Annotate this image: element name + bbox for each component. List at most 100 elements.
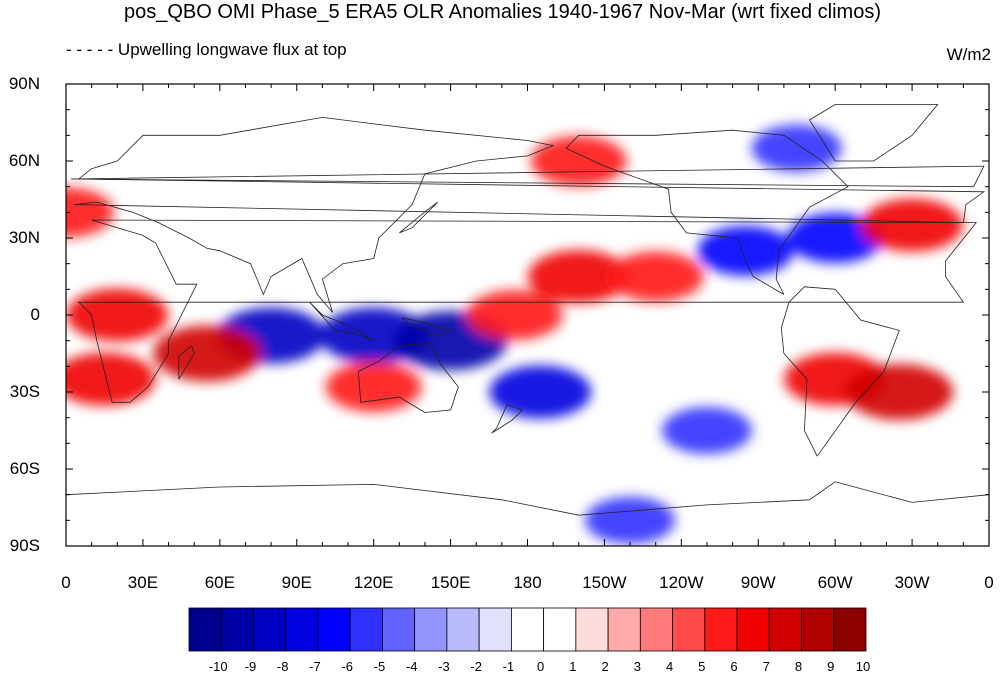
- anomaly-cell-3: [527, 250, 630, 303]
- lat-tick-label: 0: [30, 305, 40, 324]
- coastline-5: [808, 104, 939, 162]
- colorbar-tick-label: 2: [601, 659, 609, 674]
- colorbar-swatch: [253, 607, 287, 652]
- coastline-1: [73, 116, 986, 313]
- lon-tick-label: 120E: [353, 573, 394, 592]
- anomaly-field: [66, 124, 964, 544]
- colorbar-tick-label: -10: [208, 659, 228, 674]
- colorbar: [188, 607, 867, 652]
- colorbar-swatch: [607, 607, 641, 652]
- colorbar-swatch: [188, 607, 222, 652]
- lon-tick-label: 180: [513, 573, 542, 592]
- colorbar-tick-label: 3: [633, 659, 641, 674]
- colorbar-tick-label: -7: [309, 659, 321, 674]
- anomaly-cell-8: [787, 213, 884, 263]
- lat-tick-label: 30N: [8, 228, 40, 247]
- coastline-9: [491, 404, 524, 434]
- colorbar-swatch: [414, 607, 448, 652]
- lat-tick-label: 30S: [9, 382, 40, 401]
- lon-tick-label: 0: [984, 573, 994, 592]
- colorbar-tick-label: 6: [730, 659, 738, 674]
- colorbar-tick-label: 10: [855, 659, 871, 674]
- colorbar-tick-label: -8: [276, 659, 289, 674]
- colorbar-tick-label: 4: [665, 659, 674, 674]
- colorbar-tick-label: 0: [536, 659, 545, 674]
- colorbar-tick-label: 8: [794, 659, 803, 674]
- coastline-4: [565, 129, 849, 295]
- colorbar-tick-label: -6: [341, 659, 353, 674]
- coastline-7: [309, 301, 374, 342]
- anomaly-cell-14: [466, 290, 563, 340]
- colorbar-tick-label: -9: [244, 659, 257, 674]
- anomaly-cell-11: [66, 288, 169, 342]
- coastline-2: [357, 342, 459, 413]
- anomaly-cell-17: [530, 136, 627, 186]
- colorbar-swatch: [672, 607, 706, 652]
- colorbar-swatch: [510, 607, 545, 652]
- figure-title: pos_QBO OMI Phase_5 ERA5 OLR Anomalies 1…: [124, 1, 881, 23]
- lon-tick-label: 60W: [817, 573, 853, 592]
- colorbar-tick-label: -5: [373, 659, 386, 674]
- colorbar-swatch: [382, 607, 416, 652]
- anomaly-cell-10: [153, 325, 262, 382]
- coastline-10: [178, 345, 195, 380]
- lon-tick-label: 30E: [127, 573, 159, 592]
- anomaly-cell-20: [661, 407, 752, 454]
- colorbar-swatch: [833, 607, 867, 652]
- colorbar-tick-label: 7: [762, 659, 770, 674]
- anomaly-cell-13: [489, 365, 592, 419]
- lon-tick-label: 60E: [204, 573, 235, 592]
- lon-tick-label: 120W: [659, 573, 704, 592]
- coastline-0: [77, 219, 978, 403]
- colorbar-swatch: [317, 607, 351, 652]
- coastline-3: [780, 286, 900, 457]
- lon-tick-label: 150W: [582, 573, 627, 592]
- colorbar-swatch: [285, 607, 319, 652]
- colorbar-tick-label: 1: [569, 659, 577, 674]
- colorbar-tick-label: -3: [438, 659, 450, 674]
- colorbar-swatch: [639, 607, 673, 652]
- anomaly-cell-9: [861, 198, 964, 252]
- colorbar-tick-label: -1: [502, 659, 515, 674]
- variable-subtitle: - - - - - Upwelling longwave flux at top: [66, 40, 347, 59]
- lon-tick-label: 0: [61, 573, 71, 592]
- anomaly-cell-15: [325, 361, 422, 412]
- colorbar-tick-label: -4: [405, 659, 418, 674]
- colorbar-swatch: [446, 607, 480, 652]
- lat-tick-label: 60S: [9, 459, 40, 478]
- coastline-6: [66, 481, 989, 516]
- units-label: W/m2: [946, 45, 991, 64]
- colorbar-swatch: [575, 607, 609, 652]
- colorbar-swatch: [543, 607, 577, 652]
- coastlines: [66, 104, 989, 516]
- lat-tick-label: 60N: [8, 151, 40, 170]
- anomaly-cell-4: [607, 251, 704, 302]
- anomaly-cell-16: [66, 187, 114, 238]
- lon-tick-label: 90W: [740, 573, 776, 592]
- anomaly-cell-6: [845, 364, 954, 420]
- anomaly-cell-7: [697, 225, 794, 276]
- lon-tick-label: 90E: [281, 573, 312, 592]
- colorbar-tick-label: 9: [827, 659, 835, 674]
- coastline-11: [71, 165, 985, 188]
- coastline-8: [401, 317, 452, 336]
- anomaly-cell-19: [585, 496, 676, 544]
- colorbar-swatch: [768, 607, 802, 652]
- colorbar-swatch: [220, 607, 254, 652]
- colorbar-swatch: [478, 607, 512, 652]
- lon-tick-label: 30W: [894, 573, 930, 592]
- lat-tick-label: 90S: [9, 536, 40, 555]
- colorbar-tick-label: -2: [470, 659, 482, 674]
- coastline-12: [399, 201, 439, 234]
- anomaly-cell-12: [66, 352, 156, 406]
- colorbar-swatch: [349, 607, 383, 652]
- lon-tick-label: 150E: [430, 573, 471, 592]
- anomaly-cell-18: [751, 124, 842, 172]
- lat-tick-label: 90N: [8, 74, 40, 93]
- colorbar-swatch: [704, 607, 738, 652]
- axis-ticks: [65, 83, 990, 547]
- colorbar-swatch: [736, 607, 770, 652]
- colorbar-swatch: [801, 607, 835, 652]
- colorbar-tick-label: 5: [698, 659, 706, 674]
